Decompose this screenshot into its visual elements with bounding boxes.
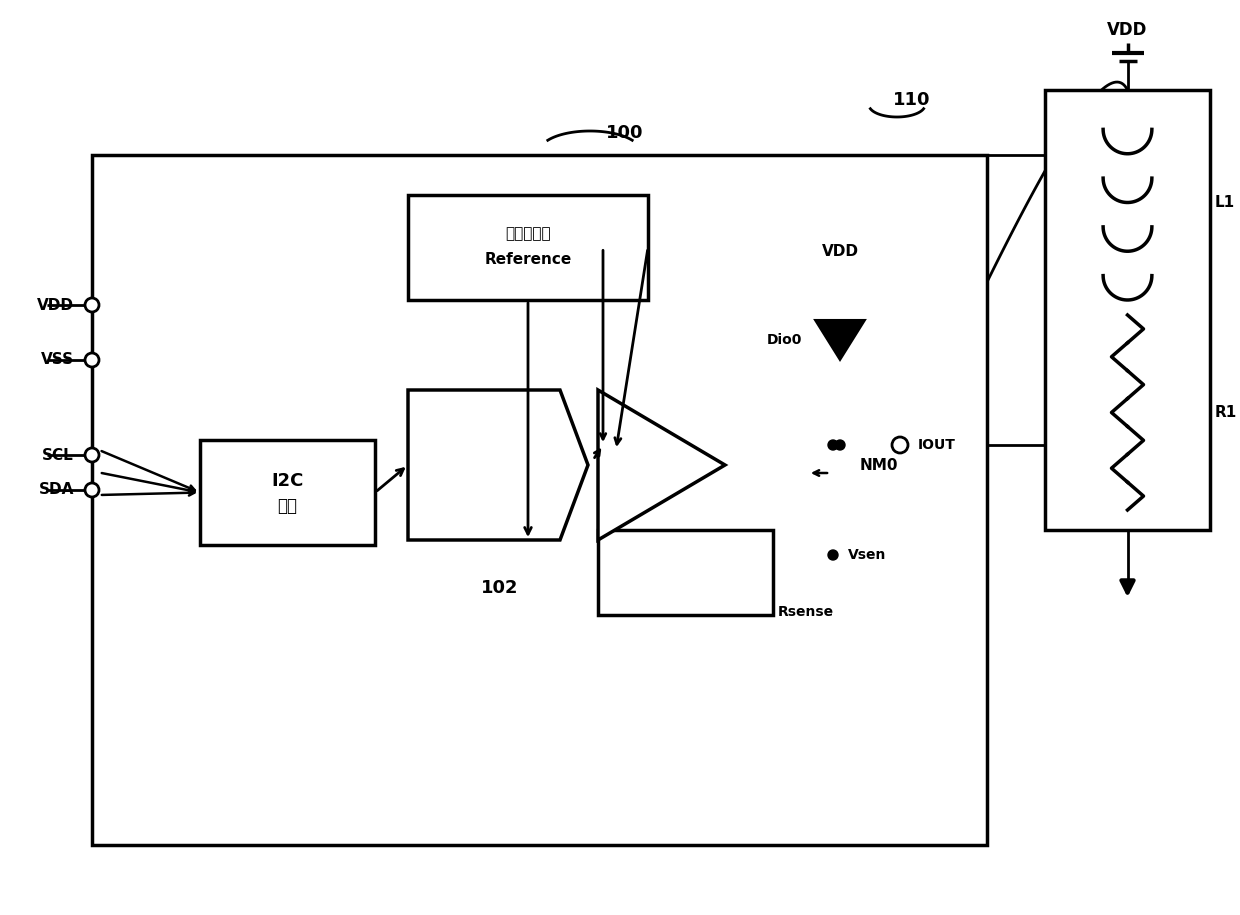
Text: 主DAC: 主DAC xyxy=(466,470,511,486)
Circle shape xyxy=(86,298,99,312)
Text: +: + xyxy=(613,434,627,452)
Text: NM0: NM0 xyxy=(861,458,899,472)
Text: VSS: VSS xyxy=(41,352,74,368)
Circle shape xyxy=(828,440,838,450)
Text: 102: 102 xyxy=(481,579,518,597)
Text: IOUT: IOUT xyxy=(918,438,956,452)
Bar xyxy=(200,440,374,545)
Text: R1: R1 xyxy=(1215,405,1238,420)
Circle shape xyxy=(86,353,99,367)
Text: SDA: SDA xyxy=(38,482,74,498)
Bar xyxy=(408,195,649,300)
Text: SCL: SCL xyxy=(42,447,74,462)
Text: VDD: VDD xyxy=(1107,21,1148,39)
Text: Vsen: Vsen xyxy=(848,548,887,562)
Text: VDD: VDD xyxy=(37,297,74,313)
Text: −: − xyxy=(611,478,629,497)
Polygon shape xyxy=(408,390,588,540)
Text: VDD: VDD xyxy=(821,244,858,260)
Circle shape xyxy=(86,448,99,462)
Text: Dio0: Dio0 xyxy=(766,333,802,347)
Circle shape xyxy=(892,437,908,453)
Text: 数模转换器: 数模转换器 xyxy=(467,443,508,457)
Text: I2C: I2C xyxy=(272,471,304,490)
Polygon shape xyxy=(598,390,725,540)
Bar xyxy=(598,530,773,615)
Text: Reference: Reference xyxy=(485,252,572,267)
Text: L1: L1 xyxy=(1215,195,1235,210)
Bar xyxy=(92,155,987,845)
Circle shape xyxy=(828,550,838,560)
Text: 接口: 接口 xyxy=(278,498,298,515)
Bar xyxy=(1045,90,1210,530)
Text: 110: 110 xyxy=(893,91,931,109)
Text: OPAMP: OPAMP xyxy=(634,467,683,479)
Polygon shape xyxy=(815,320,866,360)
Text: Vdac: Vdac xyxy=(600,432,639,446)
Text: Rsense: Rsense xyxy=(777,606,835,619)
Circle shape xyxy=(835,440,844,450)
Circle shape xyxy=(86,483,99,497)
Text: 参考基准源: 参考基准源 xyxy=(505,226,551,241)
Text: 100: 100 xyxy=(606,124,644,142)
